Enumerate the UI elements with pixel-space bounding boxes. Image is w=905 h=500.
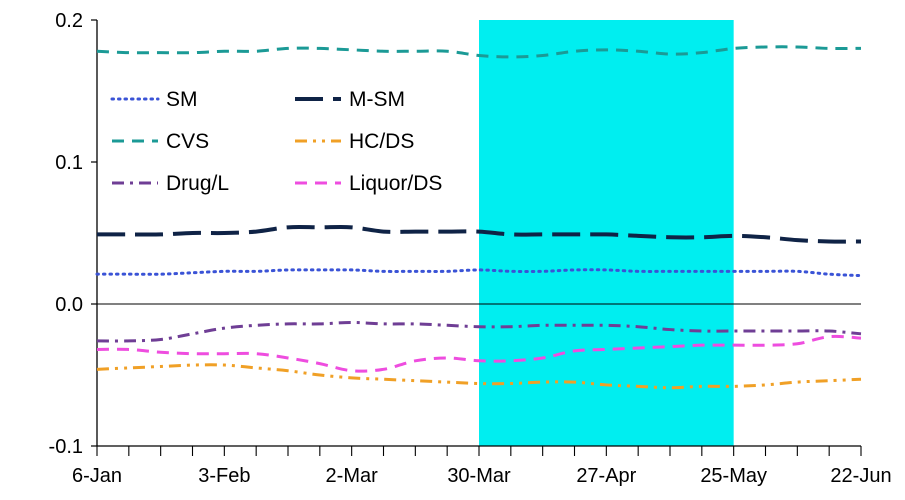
x-tick-label: 2-Mar (326, 465, 379, 487)
legend-label-hc-ds: HC/DS (349, 130, 414, 153)
y-tick-label: -0.1 (49, 436, 83, 458)
x-tick-label: 22-Jun (830, 465, 891, 487)
series-line-liquor-ds (96, 334, 862, 373)
y-tick-label: 0.1 (55, 152, 83, 174)
series-line-hc-ds (96, 363, 862, 390)
series-line-drug-l (96, 320, 862, 343)
legend-label-liquor-ds: Liquor/DS (349, 172, 442, 195)
x-tick-label: 25-May (700, 465, 767, 487)
x-tick-label: 3-Feb (198, 465, 250, 487)
series-line-cvs (96, 45, 862, 59)
legend-label-cvs: CVS (166, 130, 209, 153)
legend-label-drug-l: Drug/L (166, 172, 229, 195)
series-line-m-sm (96, 225, 862, 244)
y-tick-label: 0.2 (55, 10, 83, 32)
series-line-sm (95, 268, 863, 278)
legend-label-sm: SM (166, 88, 198, 111)
legend-label-m-sm: M-SM (349, 88, 405, 111)
x-tick-label: 6-Jan (72, 465, 122, 487)
x-tick-label: 27-Apr (576, 465, 636, 487)
x-tick-label: 30-Mar (447, 465, 511, 487)
y-tick-label: 0.0 (55, 294, 83, 316)
